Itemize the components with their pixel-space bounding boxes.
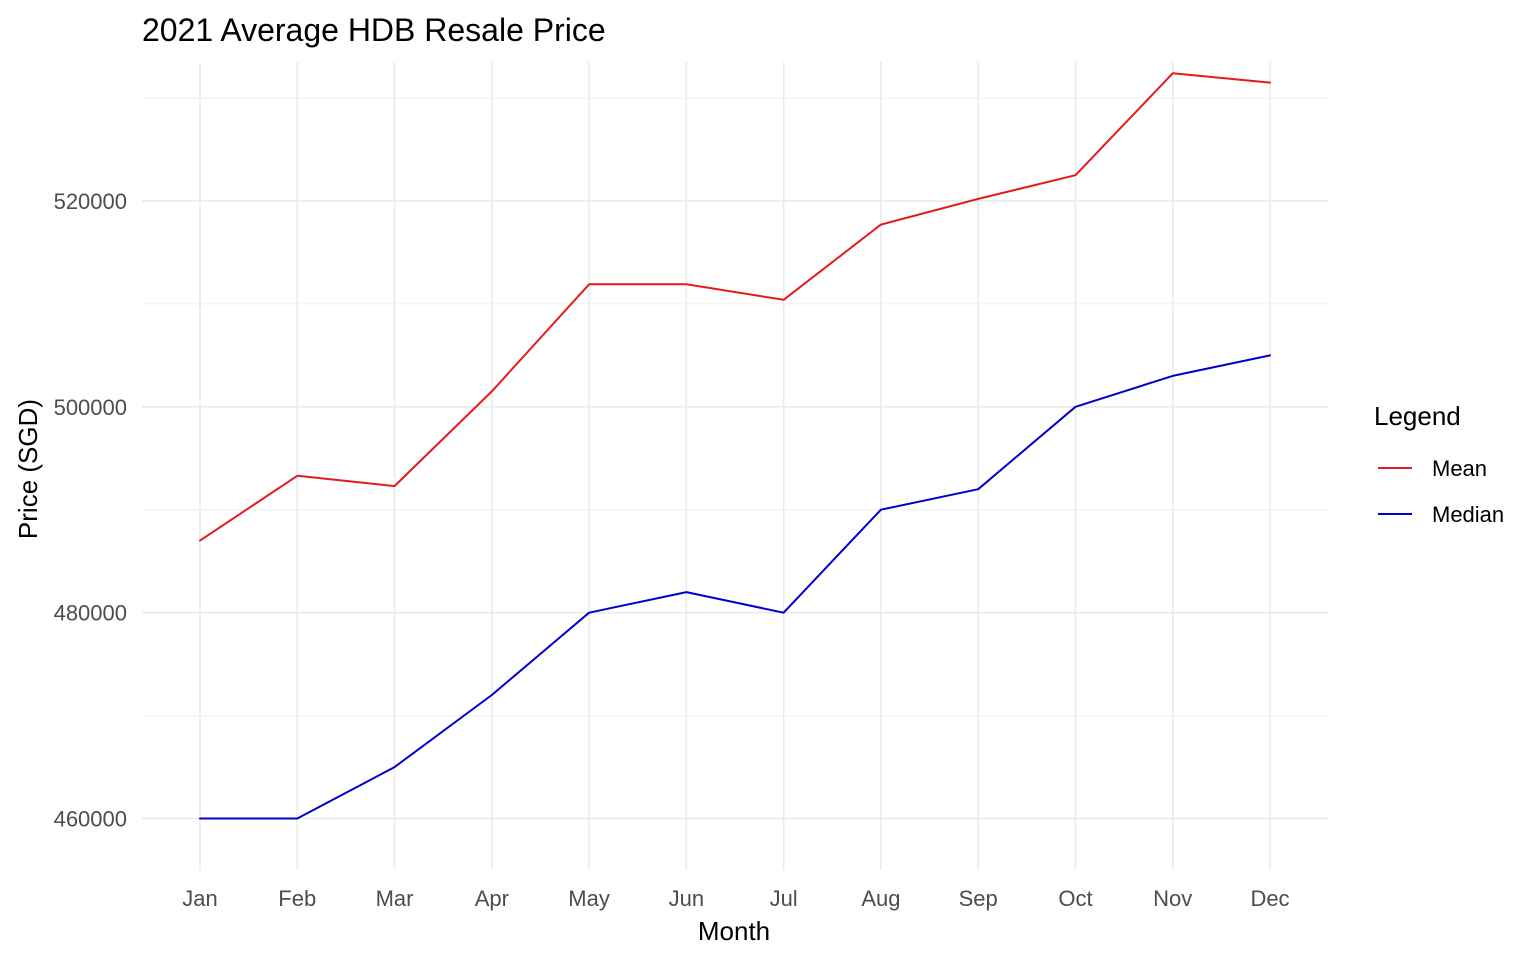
x-tick-label: Aug [861,886,900,911]
series-line-median [199,354,1271,820]
y-axis-ticks: 460000 480000 500000 520000 [54,189,127,832]
legend-label-mean: Mean [1432,456,1487,481]
chart-title: 2021 Average HDB Resale Price [142,12,606,48]
x-tick-label: May [568,886,610,911]
y-tick-label: 480000 [54,601,127,626]
y-tick-label: 520000 [54,189,127,214]
x-axis-title: Month [698,916,770,946]
grid [142,62,1328,870]
legend-title: Legend [1374,401,1461,431]
x-tick-label: Jun [669,886,704,911]
series-line-mean [199,72,1271,542]
x-tick-label: Oct [1058,886,1092,911]
y-axis-title: Price (SGD) [13,399,43,539]
x-tick-label: Mar [376,886,414,911]
x-axis-ticks: Jan Feb Mar Apr May Jun Jul Aug Sep Oct Nov Dec [182,886,1289,911]
legend-label-median: Median [1432,502,1504,527]
y-tick-label: 460000 [54,807,127,832]
legend: Legend Mean Median [1374,401,1504,527]
x-tick-label: Dec [1250,886,1289,911]
x-tick-label: Jul [770,886,798,911]
x-tick-label: Sep [959,886,998,911]
y-tick-label: 500000 [54,395,127,420]
x-tick-label: Jan [182,886,217,911]
x-tick-label: Nov [1153,886,1192,911]
series-lines [199,72,1271,820]
x-tick-label: Feb [278,886,316,911]
x-tick-label: Apr [475,886,509,911]
